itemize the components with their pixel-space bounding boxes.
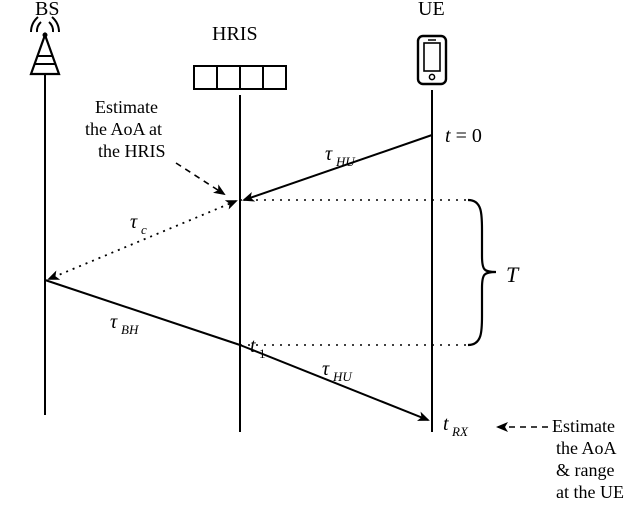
T-label: T xyxy=(506,262,520,287)
svg-text:1: 1 xyxy=(259,346,266,361)
svg-text:c: c xyxy=(141,222,147,237)
svg-text:HU: HU xyxy=(335,154,356,169)
svg-text:t: t xyxy=(250,335,256,357)
hris-note-arrow xyxy=(176,163,224,194)
brace xyxy=(468,200,496,345)
arrow-bs-to-hris xyxy=(45,280,240,345)
bs-icon xyxy=(31,17,59,74)
svg-text:τ: τ xyxy=(322,358,330,380)
svg-text:Estimate: Estimate xyxy=(552,416,615,436)
svg-text:the AoA at: the AoA at xyxy=(85,119,162,139)
ue-label: UE xyxy=(418,0,445,20)
svg-text:the AoA: the AoA xyxy=(556,438,617,458)
ue-note: Estimate the AoA & range at the UE xyxy=(552,416,624,502)
svg-text:Estimate: Estimate xyxy=(95,97,158,117)
svg-text:t = 0: t = 0 xyxy=(445,125,482,147)
t0-label-parts: t = 0 xyxy=(440,124,520,148)
svg-text:RX: RX xyxy=(451,424,469,439)
svg-text:& range: & range xyxy=(556,460,614,480)
t1-label: t 1 xyxy=(250,335,266,361)
svg-text:at the UE: at the UE xyxy=(556,482,624,502)
svg-text:BH: BH xyxy=(121,322,139,337)
trx-label: t RX xyxy=(443,413,469,439)
bs-label: BS xyxy=(35,0,59,20)
svg-text:t: t xyxy=(443,413,449,435)
tau-bh-label: τ BH xyxy=(110,311,139,337)
svg-text:τ: τ xyxy=(130,211,138,233)
hris-note: Estimate the AoA at the HRIS xyxy=(85,97,166,161)
hris-label: HRIS xyxy=(212,23,258,45)
svg-text:τ: τ xyxy=(110,311,118,333)
svg-text:the HRIS: the HRIS xyxy=(98,141,166,161)
tau-c-label: τ c xyxy=(130,211,147,237)
ue-icon xyxy=(418,36,446,84)
arrow-tau-c xyxy=(49,201,236,279)
svg-text:HU: HU xyxy=(332,369,353,384)
svg-text:τ: τ xyxy=(325,143,333,165)
hris-icon xyxy=(194,66,286,89)
tau-hu-1-label: τ HU xyxy=(325,143,356,169)
